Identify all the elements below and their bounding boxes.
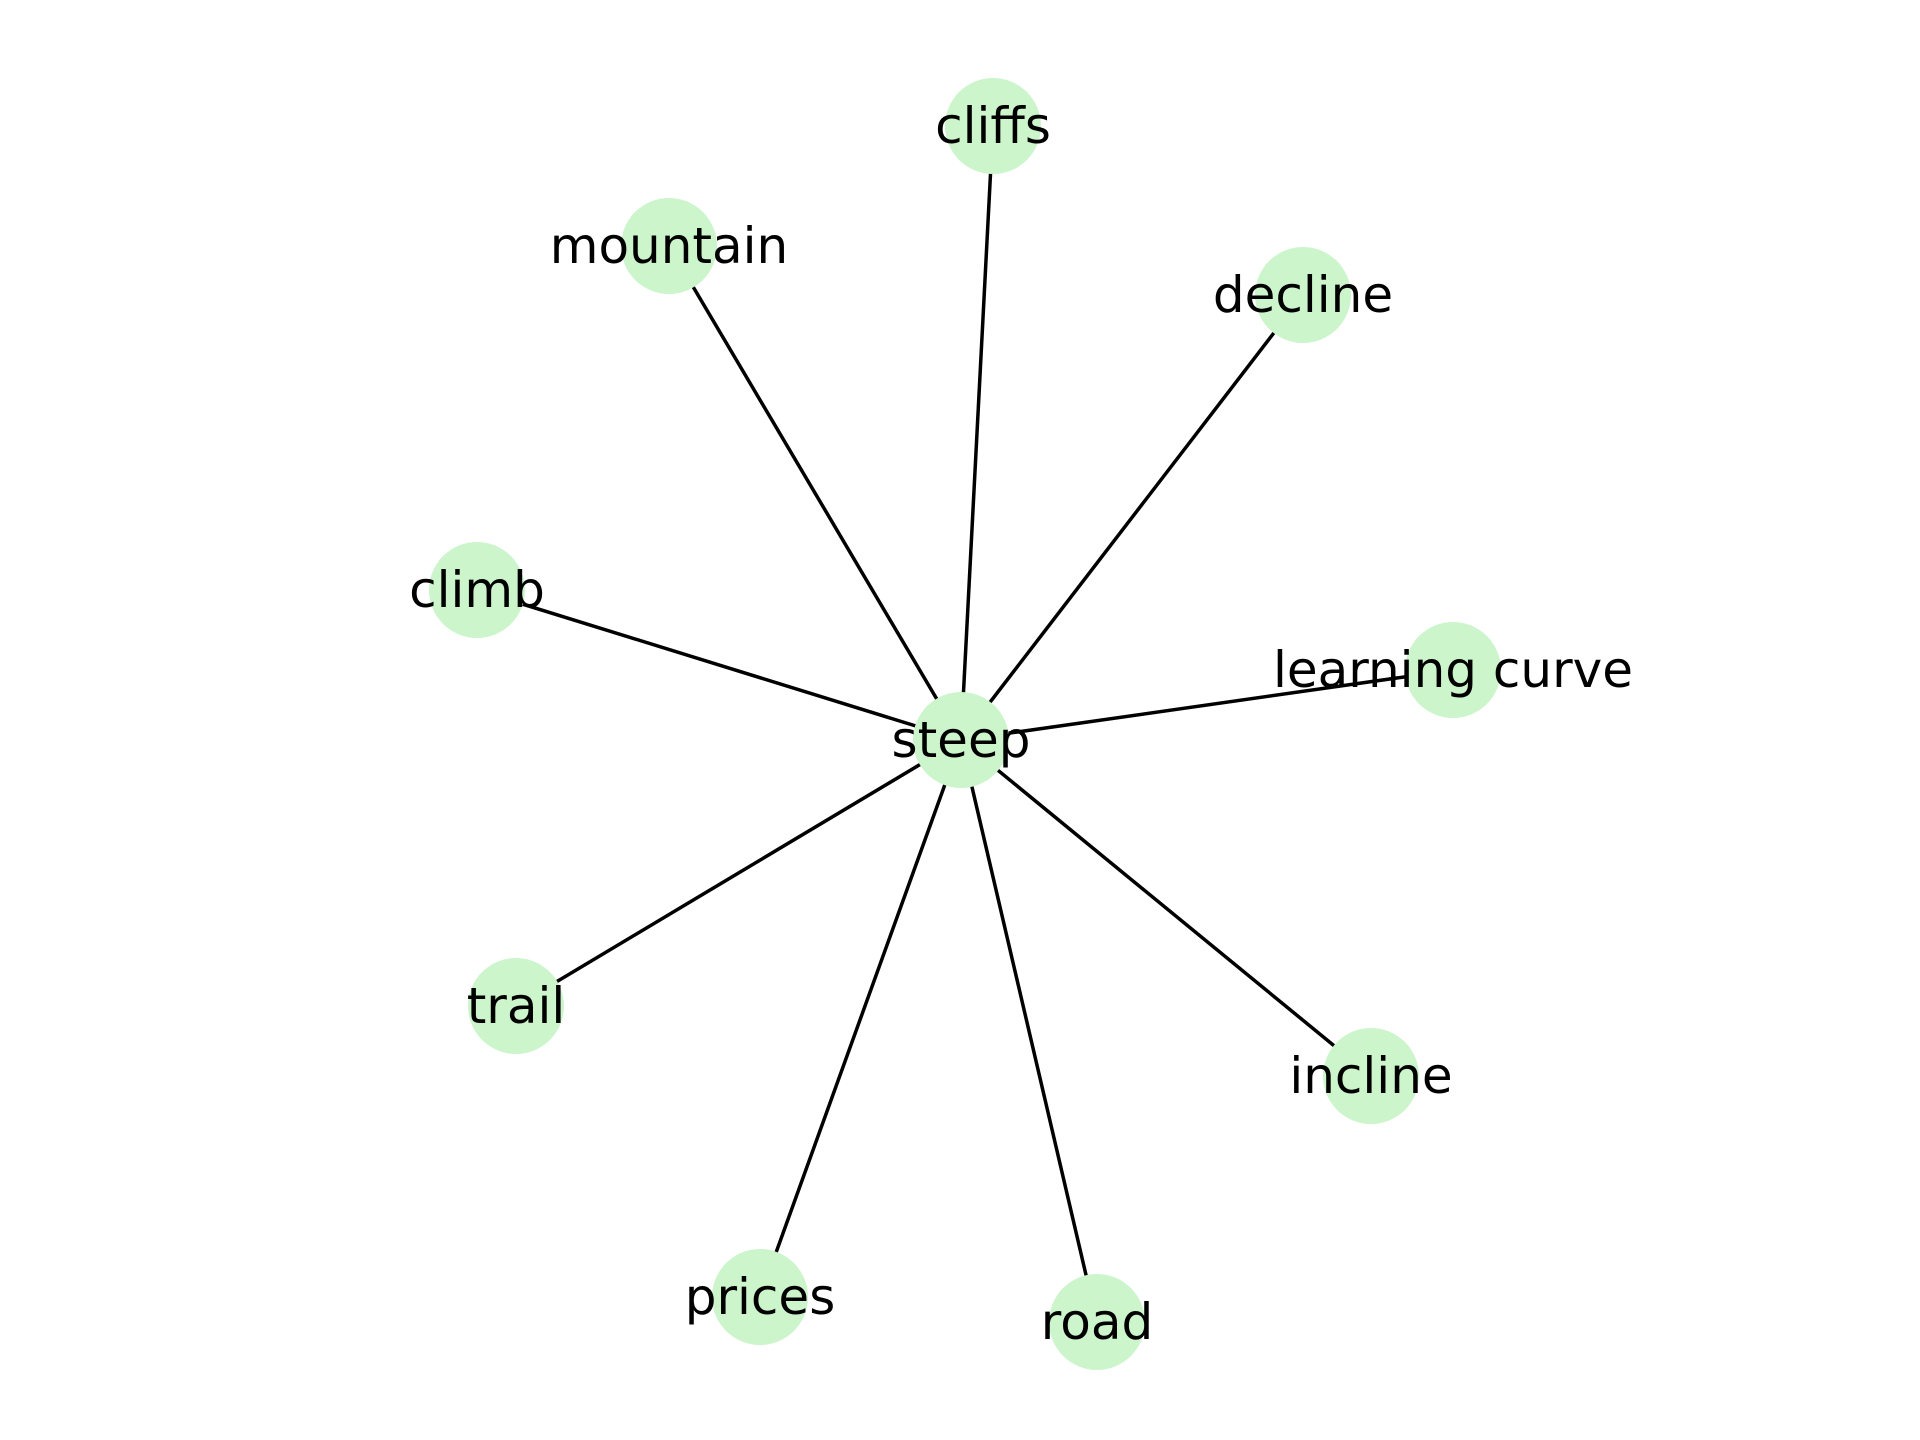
edge-steep-decline bbox=[959, 293, 1305, 742]
node-climb: climb bbox=[409, 542, 545, 638]
node-circle-decline bbox=[1255, 247, 1351, 343]
node-circle-cliffs bbox=[945, 78, 1041, 174]
nodes-layer: steep cliffs mountain decline climb learning … bbox=[409, 78, 1633, 1370]
edge-steep-cliffs bbox=[959, 125, 995, 741]
node-road: road bbox=[1041, 1274, 1153, 1370]
node-cliffs: cliffs bbox=[935, 78, 1051, 174]
node-incline: incline bbox=[1289, 1028, 1453, 1124]
edge-steep-climb bbox=[476, 588, 962, 742]
node-label-prices: prices bbox=[685, 1268, 836, 1326]
node-label-mountain: mountain bbox=[550, 217, 789, 275]
node-circle-learning-curve bbox=[1405, 622, 1501, 718]
edge-steep-incline bbox=[959, 738, 1373, 1078]
edge-steep-prices bbox=[758, 739, 963, 1298]
node-circle-prices bbox=[712, 1249, 808, 1345]
edge-steep-trail bbox=[515, 738, 962, 1008]
node-label-learning-curve: learning curve bbox=[1273, 641, 1633, 699]
node-label-climb: climb bbox=[409, 561, 545, 619]
edges-layer bbox=[476, 125, 1454, 1323]
node-circle-mountain bbox=[621, 198, 717, 294]
node-circle-steep bbox=[913, 692, 1009, 788]
edge-steep-road bbox=[959, 739, 1099, 1323]
node-prices: prices bbox=[685, 1249, 836, 1345]
node-decline: decline bbox=[1213, 247, 1393, 343]
edge-steep-learning-curve bbox=[960, 668, 1454, 742]
node-mountain: mountain bbox=[550, 198, 789, 294]
node-trail: trail bbox=[467, 958, 566, 1054]
node-label-road: road bbox=[1041, 1293, 1153, 1351]
node-label-incline: incline bbox=[1289, 1047, 1452, 1105]
node-label-decline: decline bbox=[1213, 266, 1393, 324]
node-circle-climb bbox=[429, 542, 525, 638]
node-circle-road bbox=[1049, 1274, 1145, 1370]
node-circle-trail bbox=[468, 958, 564, 1054]
node-learning-curve: learning curve bbox=[1273, 622, 1633, 718]
node-circle-incline bbox=[1323, 1028, 1419, 1124]
edge-steep-mountain bbox=[667, 245, 963, 741]
node-label-cliffs: cliffs bbox=[935, 97, 1051, 155]
node-label-steep: steep bbox=[892, 711, 1031, 769]
node-steep: steep bbox=[892, 692, 1031, 788]
node-label-trail: trail bbox=[467, 977, 566, 1035]
